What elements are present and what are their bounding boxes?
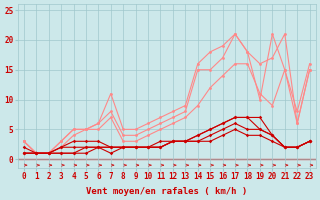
X-axis label: Vent moyen/en rafales ( km/h ): Vent moyen/en rafales ( km/h ) xyxy=(86,187,247,196)
